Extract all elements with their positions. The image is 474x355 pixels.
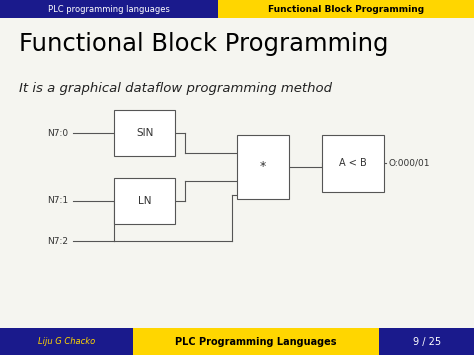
Text: SIN: SIN xyxy=(136,128,153,138)
Text: Liju G Chacko: Liju G Chacko xyxy=(38,337,95,346)
Text: Functional Block Programming: Functional Block Programming xyxy=(268,5,424,14)
Text: N7:0: N7:0 xyxy=(47,129,69,138)
Text: It is a graphical dataflow programming method: It is a graphical dataflow programming m… xyxy=(19,82,332,95)
Text: 9 / 25: 9 / 25 xyxy=(412,337,441,347)
Text: PLC programming languages: PLC programming languages xyxy=(48,5,170,14)
Bar xyxy=(114,110,175,156)
Text: N7:2: N7:2 xyxy=(47,237,68,246)
Bar xyxy=(237,135,289,199)
Text: N7:1: N7:1 xyxy=(47,196,69,205)
Text: *: * xyxy=(260,160,266,173)
Text: O:000/01: O:000/01 xyxy=(389,159,430,168)
Bar xyxy=(0,328,133,355)
Bar xyxy=(133,328,379,355)
Bar xyxy=(322,135,384,192)
Text: Functional Block Programming: Functional Block Programming xyxy=(19,32,389,56)
Bar xyxy=(114,178,175,224)
Bar xyxy=(379,328,474,355)
Text: A < B: A < B xyxy=(339,158,367,168)
Text: PLC Programming Languages: PLC Programming Languages xyxy=(175,337,337,347)
Bar xyxy=(218,0,474,18)
Text: LN: LN xyxy=(138,196,151,206)
Bar xyxy=(0,0,218,18)
